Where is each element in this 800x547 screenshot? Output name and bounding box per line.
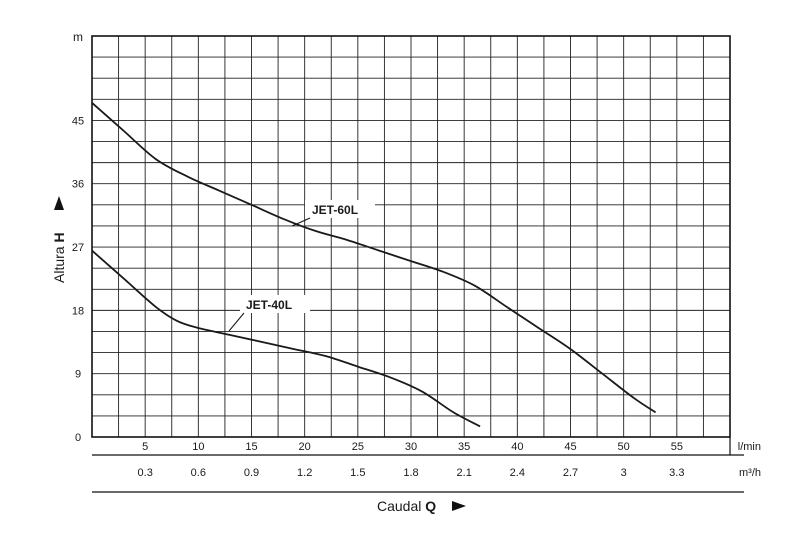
y-axis-symbol: H [51, 232, 67, 242]
labels-group: JET-60L JET-40L [228, 200, 375, 332]
x-secondary-unit-label: m³/h [739, 467, 761, 479]
series-label-jet-40l: JET-40L [246, 298, 292, 312]
x-axis-title: Caudal Q [377, 498, 436, 514]
x-secondary-tick-label: 2.7 [563, 467, 578, 479]
x-secondary-tick-label: 2.4 [510, 467, 525, 479]
series-line-jet-40l [91, 249, 481, 428]
x-secondary-tick-label: 1.8 [403, 467, 418, 479]
y-axis-title: Altura H [51, 232, 67, 283]
y-tick-label: 36 [72, 179, 84, 191]
x-secondary-tick-label: 1.2 [297, 467, 312, 479]
x-tick-label: 35 [458, 441, 470, 453]
x-tick-label: 10 [192, 441, 204, 453]
x-tick-label: 20 [299, 441, 311, 453]
y-tick-label: 27 [72, 242, 84, 254]
x-secondary-tick-label: 0.3 [138, 467, 153, 479]
x-tick-label: 25 [352, 441, 364, 453]
series-label-backdrop [305, 200, 375, 218]
series-label-jet-60l: JET-60L [312, 203, 358, 217]
series-label-backdrop [240, 295, 310, 313]
x-secondary-tick-label: 2.1 [457, 467, 472, 479]
x-tick-label: 55 [671, 441, 683, 453]
y-tick-label: 9 [75, 369, 81, 381]
series-label-leader [228, 312, 245, 332]
series-line-jet-60l [91, 102, 657, 414]
x-secondary-tick-label: 0.6 [191, 467, 206, 479]
x-tick-label: 15 [245, 441, 257, 453]
plot-frame [91, 35, 731, 438]
x-tick-label: 5 [142, 441, 148, 453]
x-tick-label: 50 [618, 441, 630, 453]
x-unit-label: l/min [738, 441, 761, 453]
y-tick-label: 0 [75, 432, 81, 444]
series-group [91, 102, 657, 428]
y-axis-arrow-icon [54, 196, 64, 210]
x-axis-arrow-icon [452, 501, 466, 511]
y-tick-label: 18 [72, 305, 84, 317]
x-secondary-tick-label: 1.5 [350, 467, 365, 479]
y-unit-label: m [73, 30, 83, 44]
grid [91, 35, 731, 438]
x-tick-label: 45 [564, 441, 576, 453]
series-label-leader [291, 217, 311, 227]
x-axis-symbol: Q [425, 498, 436, 514]
x-secondary-tick-label: 3 [621, 467, 627, 479]
x-tick-label: 40 [511, 441, 523, 453]
y-tick-label: 45 [72, 115, 84, 127]
x-tick-label: 30 [405, 441, 417, 453]
x-secondary-tick-label: 3.3 [669, 467, 684, 479]
axes: m 0 9 18 27 36 45 5 10 15 20 25 30 35 40 45 50 55 l/min 0.3… [51, 30, 761, 514]
x-secondary-tick-label: 0.9 [244, 467, 259, 479]
